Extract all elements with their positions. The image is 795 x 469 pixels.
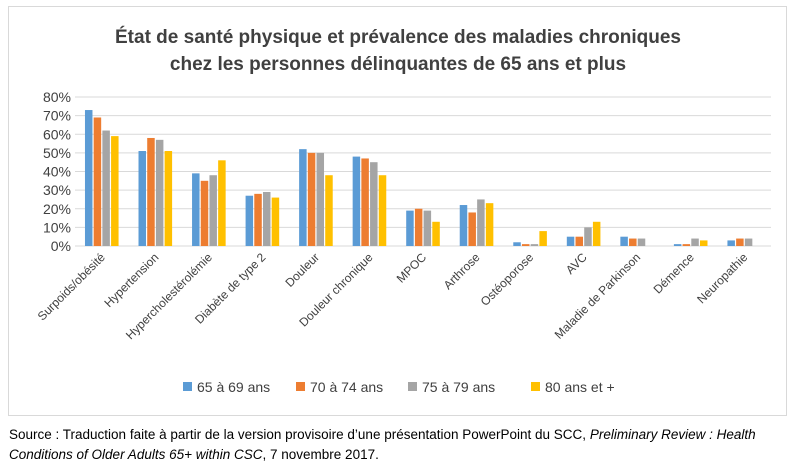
- y-tick-label: 50%: [43, 145, 71, 161]
- legend-label: 80 ans et +: [545, 379, 615, 395]
- chart-title-line-1: État de santé physique et prévalence des…: [115, 26, 681, 48]
- y-tick-label: 80%: [43, 89, 71, 105]
- legend-swatch: [296, 382, 305, 391]
- bar: [102, 130, 110, 246]
- bar: [155, 139, 164, 246]
- legend-label: 70 à 74 ans: [310, 379, 383, 395]
- bar: [200, 180, 209, 246]
- x-tick-label: Ostéoporose: [478, 250, 537, 309]
- bar: [192, 173, 200, 246]
- bar: [468, 212, 476, 246]
- legend-swatch: [531, 382, 540, 391]
- x-tick-label: Neuropathie: [694, 250, 750, 306]
- y-tick-label: 10%: [43, 219, 71, 235]
- y-axis-ticks: 0% 10% 20% 30% 40% 50% 60% 70% 80%: [43, 89, 71, 254]
- y-tick-label: 30%: [43, 182, 71, 198]
- y-tick-label: 20%: [43, 201, 71, 217]
- bar: [699, 240, 708, 246]
- legend-swatch: [183, 382, 192, 391]
- bar: [271, 197, 280, 246]
- bar: [218, 160, 226, 246]
- legend-label: 75 à 79 ans: [422, 379, 495, 395]
- chart-svg: État de santé physique et prévalence des…: [35, 26, 771, 395]
- bar: [682, 244, 691, 246]
- bar: [361, 158, 369, 246]
- bar: [744, 238, 753, 246]
- source-note: Source : Traduction faite à partir de la…: [9, 425, 779, 465]
- bar: [147, 137, 155, 246]
- bar: [736, 238, 744, 246]
- bar: [262, 191, 271, 246]
- bar: [138, 151, 147, 246]
- y-tick-label: 60%: [43, 126, 71, 142]
- source-prefix: Source : Traduction faite à partir de la…: [9, 427, 590, 442]
- bar: [432, 221, 440, 246]
- y-tick-label: 70%: [43, 108, 71, 124]
- x-tick-label: Hypertension: [102, 250, 162, 310]
- bar: [539, 231, 547, 246]
- bar: [209, 175, 217, 246]
- bar: [406, 210, 414, 246]
- y-tick-label: 0%: [51, 238, 71, 254]
- x-tick-label: Douleur: [282, 250, 322, 290]
- x-tick-label: Démence: [651, 250, 697, 296]
- bar: [164, 151, 173, 246]
- x-tick-label: AVC: [563, 250, 590, 277]
- bar: [592, 221, 601, 246]
- bar: [691, 238, 699, 246]
- source-italic: Preliminary Review : Health Conditions o…: [9, 427, 756, 462]
- bars: [84, 110, 753, 246]
- y-tick-label: 40%: [43, 164, 71, 180]
- x-tick-label: MPOC: [394, 250, 430, 286]
- bar: [673, 244, 682, 246]
- bar: [513, 242, 521, 246]
- legend-swatch: [408, 382, 417, 391]
- bar: [378, 175, 387, 246]
- bar: [459, 205, 468, 246]
- bar: [299, 149, 307, 246]
- source-suffix: , 7 novembre 2017.: [262, 447, 379, 462]
- bar: [637, 238, 646, 246]
- bar: [485, 203, 494, 246]
- x-tick-label: Surpoids/obésité: [35, 250, 108, 323]
- bar: [629, 238, 637, 246]
- bar: [575, 236, 584, 246]
- bar: [352, 156, 361, 246]
- bar: [521, 244, 530, 246]
- legend-label: 65 à 69 ans: [197, 379, 270, 395]
- x-axis-ticks: Surpoids/obésitéHypertensionHypercholest…: [35, 250, 751, 342]
- gridlines: [75, 96, 771, 247]
- bar: [727, 240, 735, 246]
- x-tick-label: Arthrose: [441, 250, 483, 292]
- bar: [325, 175, 333, 246]
- bar: [307, 152, 316, 246]
- bar: [477, 199, 485, 246]
- bar: [620, 236, 628, 246]
- bar: [414, 208, 423, 246]
- bar: [93, 117, 102, 246]
- bar: [423, 210, 432, 246]
- bar: [111, 136, 119, 246]
- legend: 65 à 69 ans 70 à 74 ans 75 à 79 ans 80 ans …: [183, 379, 615, 395]
- bar: [370, 162, 378, 246]
- bar: [245, 195, 254, 246]
- bar: [84, 110, 93, 246]
- bar: [316, 152, 325, 246]
- bar: [530, 244, 539, 246]
- chart-container: État de santé physique et prévalence des…: [8, 6, 787, 416]
- bar: [566, 236, 575, 246]
- bar: [254, 193, 262, 246]
- bar: [584, 227, 592, 246]
- chart-title-line-2: chez les personnes délinquantes de 65 an…: [170, 54, 626, 75]
